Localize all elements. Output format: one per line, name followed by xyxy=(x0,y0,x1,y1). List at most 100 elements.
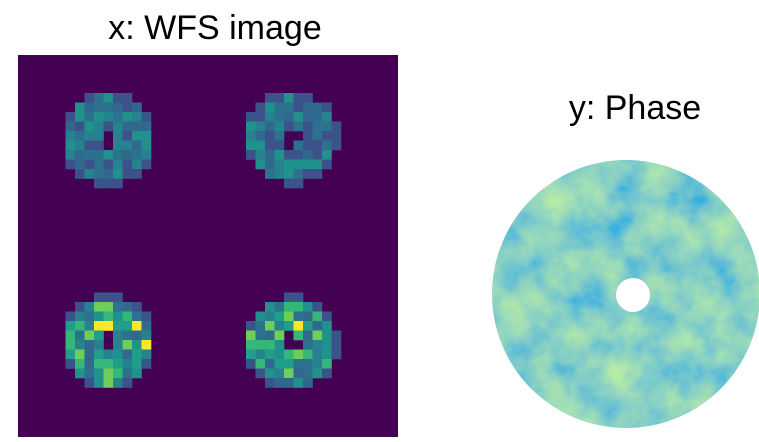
wfs-pixel xyxy=(313,359,323,369)
wfs-pixel xyxy=(104,103,114,113)
wfs-pixel xyxy=(294,141,304,151)
wfs-pixel xyxy=(294,369,304,379)
wfs-pixel xyxy=(66,312,76,322)
wfs-pixel xyxy=(142,150,152,160)
wfs-pixel xyxy=(303,302,313,312)
wfs-pixel xyxy=(265,150,275,160)
wfs-pixel xyxy=(313,340,323,350)
wfs-pixel xyxy=(104,321,114,331)
wfs-pixel xyxy=(66,131,76,141)
wfs-pixel xyxy=(303,312,313,322)
wfs-pixel xyxy=(66,141,76,151)
panel-title: x: WFS image xyxy=(108,9,321,47)
wfs-pixel xyxy=(313,331,323,341)
wfs-pixel xyxy=(275,150,285,160)
wfs-pixel xyxy=(284,359,294,369)
wfs-pixel xyxy=(75,169,85,179)
wfs-pixel xyxy=(332,131,342,141)
wfs-pixel xyxy=(275,378,285,388)
wfs-pixel xyxy=(132,122,142,132)
wfs-pixel xyxy=(265,122,275,132)
wfs-pixel xyxy=(275,359,285,369)
wfs-pixel xyxy=(104,302,114,312)
wfs-pixel xyxy=(313,312,323,322)
wfs-pixel xyxy=(294,169,304,179)
wfs-pixel xyxy=(246,150,256,160)
wfs-pixel xyxy=(322,160,332,170)
wfs-pixel xyxy=(313,350,323,360)
wfs-pixel xyxy=(85,340,95,350)
wfs-pixel xyxy=(104,369,114,379)
wfs-pixel xyxy=(123,131,133,141)
wfs-pixel xyxy=(104,160,114,170)
wfs-pixel xyxy=(284,293,294,303)
wfs-pixel xyxy=(94,160,104,170)
wfs-pixel xyxy=(142,331,152,341)
wfs-pixel xyxy=(303,331,313,341)
wfs-pixel xyxy=(94,169,104,179)
wfs-pixel xyxy=(132,312,142,322)
wfs-pixel xyxy=(123,112,133,122)
wfs-pixel xyxy=(94,293,104,303)
wfs-pixel xyxy=(332,331,342,341)
wfs-pixel xyxy=(85,93,95,103)
wfs-pixel xyxy=(113,150,123,160)
wfs-pixel xyxy=(85,169,95,179)
wfs-pixel xyxy=(123,302,133,312)
wfs-pixel xyxy=(246,331,256,341)
wfs-pixel xyxy=(275,369,285,379)
wfs-pixel xyxy=(256,312,266,322)
wfs-pixel xyxy=(142,122,152,132)
wfs-pixel xyxy=(113,378,123,388)
wfs-pixel xyxy=(142,321,152,331)
wfs-pixel xyxy=(294,359,304,369)
wfs-pixel xyxy=(132,141,142,151)
wfs-pixel xyxy=(113,122,123,132)
wfs-pixel xyxy=(256,122,266,132)
wfs-pixel xyxy=(113,131,123,141)
wfs-pixel xyxy=(123,150,133,160)
wfs-pixel xyxy=(313,302,323,312)
wfs-pixel xyxy=(265,112,275,122)
wfs-pixel xyxy=(104,150,114,160)
wfs-pixel xyxy=(265,350,275,360)
figure: x: WFS image y: Phase xyxy=(0,0,759,437)
wfs-pixel xyxy=(303,378,313,388)
wfs-pixel xyxy=(132,103,142,113)
wfs-pixel xyxy=(303,350,313,360)
wfs-pixel xyxy=(94,312,104,322)
wfs-pixel xyxy=(94,340,104,350)
wfs-pixel xyxy=(294,378,304,388)
wfs-pixel xyxy=(85,112,95,122)
wfs-pixel xyxy=(294,160,304,170)
wfs-pixel xyxy=(284,312,294,322)
wfs-pixel xyxy=(313,169,323,179)
wfs-pixel xyxy=(85,131,95,141)
wfs-pixel xyxy=(265,169,275,179)
wfs-pixel xyxy=(313,112,323,122)
wfs-pixel xyxy=(265,160,275,170)
wfs-pixel xyxy=(104,93,114,103)
wfs-pixel xyxy=(66,359,76,369)
wfs-pixel xyxy=(94,112,104,122)
wfs-pixel xyxy=(123,93,133,103)
wfs-pixel xyxy=(104,169,114,179)
wfs-pixel xyxy=(284,112,294,122)
wfs-pixel xyxy=(294,150,304,160)
wfs-pixel xyxy=(303,112,313,122)
wfs-pixel xyxy=(94,179,104,189)
wfs-pixel xyxy=(113,141,123,151)
wfs-pixel xyxy=(332,350,342,360)
wfs-pixel xyxy=(275,122,285,132)
wfs-pixel xyxy=(113,340,123,350)
wfs-pixel xyxy=(294,122,304,132)
wfs-pixel xyxy=(256,131,266,141)
wfs-pixel xyxy=(246,131,256,141)
wfs-pixel xyxy=(303,359,313,369)
wfs-pixel xyxy=(113,359,123,369)
wfs-pixel xyxy=(246,122,256,132)
wfs-pixel xyxy=(303,122,313,132)
wfs-pixel xyxy=(322,312,332,322)
wfs-pixel xyxy=(294,350,304,360)
wfs-pixel xyxy=(132,321,142,331)
